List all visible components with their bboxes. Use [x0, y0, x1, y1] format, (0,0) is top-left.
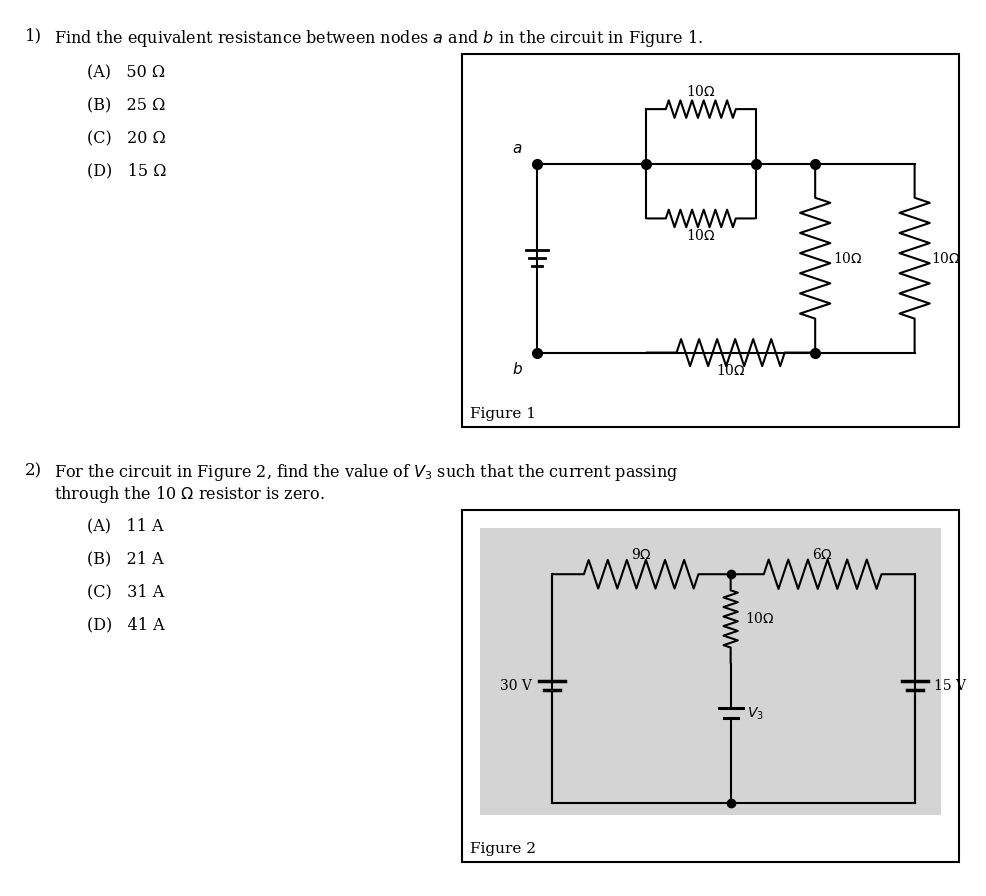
Text: (C)   31 A: (C) 31 A: [88, 583, 165, 600]
Bar: [480, 528, 942, 814]
Text: 10$\Omega$: 10$\Omega$: [686, 84, 716, 99]
Text: (A)   50 Ω: (A) 50 Ω: [88, 65, 166, 82]
Text: through the 10 $\Omega$ resistor is zero.: through the 10 $\Omega$ resistor is zero…: [54, 484, 325, 504]
Text: (C)   20 Ω: (C) 20 Ω: [88, 130, 166, 147]
Text: $V_3$: $V_3$: [746, 705, 763, 721]
Text: 9$\Omega$: 9$\Omega$: [631, 547, 652, 563]
Text: (D)   41 A: (D) 41 A: [88, 616, 165, 633]
Text: 10$\Omega$: 10$\Omega$: [686, 228, 716, 244]
Text: 6$\Omega$: 6$\Omega$: [812, 547, 833, 563]
Text: 2): 2): [25, 462, 41, 479]
Text: Figure 1: Figure 1: [470, 407, 536, 421]
Text: 30 V: 30 V: [500, 678, 531, 693]
Text: For the circuit in Figure 2, find the value of $V_3$ such that the current passi: For the circuit in Figure 2, find the va…: [54, 462, 678, 483]
Text: (B)   21 A: (B) 21 A: [88, 550, 164, 567]
Text: 15 V: 15 V: [935, 678, 966, 693]
Text: $b$: $b$: [512, 360, 523, 376]
Text: Find the equivalent resistance between nodes $a$ and $b$ in the circuit in Figur: Find the equivalent resistance between n…: [54, 28, 703, 48]
Text: 10$\Omega$: 10$\Omega$: [744, 611, 774, 626]
Text: 10$\Omega$: 10$\Omega$: [833, 251, 863, 266]
Text: (D)   15 Ω: (D) 15 Ω: [88, 163, 167, 180]
Bar: [462, 55, 959, 427]
Text: (B)   25 Ω: (B) 25 Ω: [88, 97, 166, 114]
Text: 10$\Omega$: 10$\Omega$: [931, 251, 960, 266]
Text: 10$\Omega$: 10$\Omega$: [716, 363, 745, 377]
Text: (A)   11 A: (A) 11 A: [88, 518, 164, 535]
Text: Figure 2: Figure 2: [470, 842, 536, 857]
Text: $a$: $a$: [513, 142, 523, 156]
Text: 1): 1): [25, 28, 41, 45]
Bar: [462, 510, 959, 863]
